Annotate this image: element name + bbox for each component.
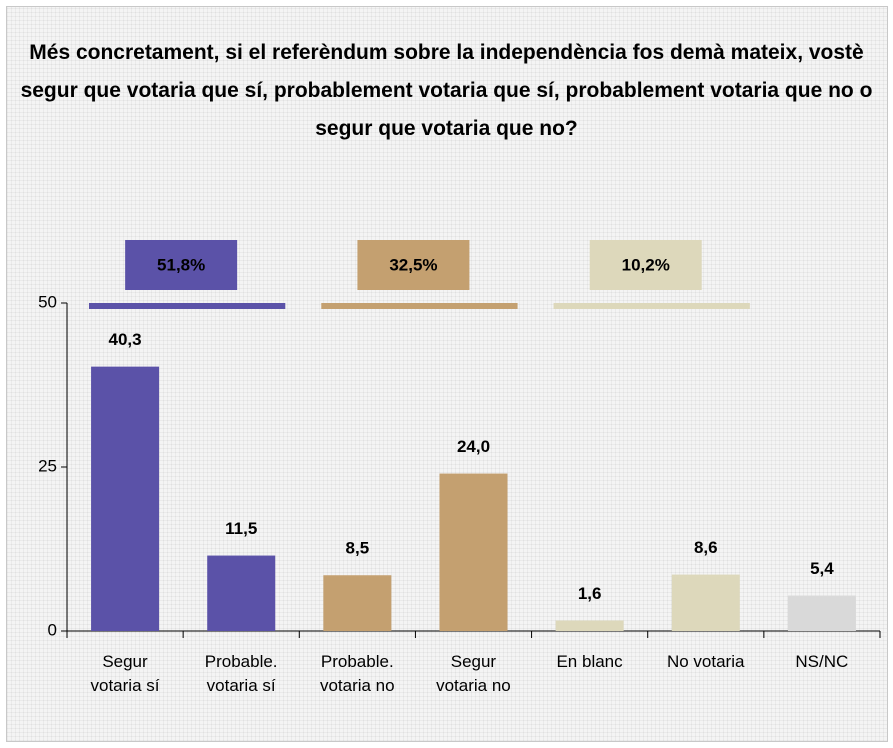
- x-tick-label: No votaria: [666, 652, 745, 671]
- value-label: 5,4: [810, 559, 834, 578]
- value-label: 8,5: [346, 539, 370, 558]
- group-label: 32,5%: [389, 255, 437, 274]
- group-label: 51,8%: [157, 255, 205, 274]
- bar: [555, 620, 624, 631]
- bar: [439, 473, 508, 631]
- x-tick-label: Probable. votaria sí: [204, 652, 278, 695]
- x-tick-label: Probable. votaria no: [319, 652, 395, 695]
- group-box: [125, 240, 238, 290]
- bar: [207, 555, 276, 631]
- y-tick-label: 0: [48, 620, 57, 639]
- bar: [323, 575, 392, 631]
- bar: [671, 574, 740, 631]
- group-label: 10,2%: [622, 255, 670, 274]
- value-label: 1,6: [578, 584, 602, 603]
- y-tick-label: 25: [38, 456, 57, 475]
- group-box: [357, 240, 470, 290]
- value-label: 40,3: [109, 330, 142, 349]
- bar: [787, 595, 856, 631]
- value-label: 8,6: [694, 538, 718, 557]
- chart-title: Més concretament, si el referèndum sobre…: [20, 41, 873, 140]
- x-tick-label: Segur votaria sí: [90, 652, 160, 695]
- y-tick-label: 50: [38, 292, 57, 311]
- x-tick-label: En blanc: [556, 652, 623, 671]
- value-label: 11,5: [225, 519, 257, 538]
- bar: [91, 366, 160, 631]
- x-tick-label: NS/NC: [795, 652, 849, 671]
- group-box: [589, 240, 702, 290]
- value-label: 24,0: [457, 437, 490, 456]
- x-tick-label: Segur votaria no: [436, 652, 511, 695]
